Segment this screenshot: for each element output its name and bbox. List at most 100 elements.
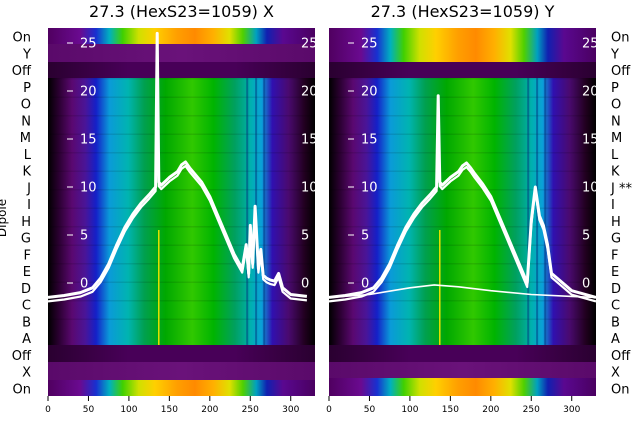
inner-y-tick-label-right: 5: [301, 229, 309, 244]
heatmap-row-divider: [48, 152, 315, 154]
inner-y-tick-label-right: 10: [582, 181, 599, 196]
row-label: Y: [22, 47, 31, 62]
heatmap-row-divider: [48, 263, 315, 265]
inner-y-tick-label-right: 0: [301, 277, 309, 292]
inner-y-tick-label: 25: [361, 37, 378, 52]
overlay-line: [329, 284, 596, 299]
x-tick-label: 200: [201, 405, 218, 415]
heatmap-row-divider: [329, 133, 596, 135]
row-label: Y: [610, 47, 619, 62]
heatmap-row-divider: [329, 244, 596, 246]
heatmap-row-divider: [48, 170, 315, 172]
row-label: H: [21, 215, 31, 230]
heatmap-band: [48, 345, 315, 362]
heatmap-row-divider: [329, 281, 596, 283]
inner-y-tick-label: 5: [361, 229, 369, 244]
heatmap-band: [329, 300, 596, 345]
inner-y-tick-label-right: 15: [301, 133, 318, 148]
row-label: J **: [610, 181, 632, 196]
x-tick-label: 0: [45, 405, 51, 415]
inner-y-tick-label: 10: [361, 181, 378, 196]
heatmap-band: [329, 362, 596, 378]
row-label: F: [611, 248, 618, 263]
inner-y-tick-label: 25: [80, 37, 97, 52]
x-tick-label: 100: [401, 405, 418, 415]
inner-y-tick-label-right: 0: [582, 277, 590, 292]
row-label: F: [24, 248, 31, 263]
heatmap-row-divider: [329, 189, 596, 191]
row-label: L: [611, 148, 619, 163]
row-label: E: [23, 265, 31, 280]
row-label: D: [611, 282, 621, 297]
row-label: K: [611, 165, 620, 180]
heatmap-row-divider: [329, 152, 596, 154]
heatmap-row-divider: [48, 115, 315, 117]
heatmap-row-divider: [48, 78, 315, 80]
heatmap-band: [48, 362, 315, 380]
x-tick-label: 300: [282, 405, 299, 415]
heatmap-row-divider: [329, 78, 596, 80]
heatmap-yellow-trace: [158, 230, 160, 345]
heatmap-streak: [527, 78, 530, 345]
row-label: I: [611, 198, 615, 213]
heatmap-yellow-trace: [439, 230, 441, 345]
row-label: C: [611, 299, 620, 314]
x-tick-label: 150: [442, 405, 459, 415]
heatmap-streak: [544, 78, 547, 345]
inner-y-tick-label: 15: [80, 133, 97, 148]
row-label: K: [22, 165, 31, 180]
inner-y-tick-label: 15: [361, 133, 378, 148]
row-label: E: [611, 265, 619, 280]
inner-y-tick-label-right: 20: [582, 85, 599, 100]
chart-title: 27.3 (HexS23=1059) X: [89, 2, 274, 21]
row-label: D: [21, 282, 31, 297]
inner-y-tick-label: 20: [80, 85, 97, 100]
row-label: O: [21, 98, 31, 113]
inner-y-tick-label-right: 20: [301, 85, 318, 100]
row-label: On: [611, 31, 629, 46]
heatmap-band: [48, 78, 315, 300]
heatmap-row-divider: [329, 207, 596, 209]
heatmap-row-divider: [48, 133, 315, 135]
heatmap-row-divider: [48, 300, 315, 302]
heatmap-band: [48, 380, 315, 396]
heatmap-band: [48, 44, 315, 62]
row-label: P: [611, 81, 619, 96]
row-label: B: [22, 315, 31, 330]
x-tick-label: 50: [83, 405, 95, 415]
heatmap-row-divider: [329, 318, 596, 320]
heatmap-band: [329, 28, 596, 62]
heatmap-row-divider: [329, 115, 596, 117]
heatmap-band: [329, 62, 596, 78]
heatmap-row-divider: [48, 318, 315, 320]
chart-title: 27.3 (HexS23=1059) Y: [371, 2, 555, 21]
inner-y-tick-label: 5: [80, 229, 88, 244]
row-label: On: [611, 382, 629, 397]
heatmap-body: [329, 28, 596, 396]
overlay-line-strand: [329, 98, 596, 303]
inner-y-tick-label-right: 25: [301, 37, 318, 52]
row-label: Off: [611, 64, 631, 79]
row-label: A: [22, 332, 31, 347]
x-tick-label: 200: [482, 405, 499, 415]
row-label: I: [27, 198, 31, 213]
heatmap-band: [329, 345, 596, 362]
inner-y-tick-label: 20: [361, 85, 378, 100]
row-label: Off: [12, 64, 32, 79]
heatmap-streak: [246, 78, 249, 345]
heatmap-row-divider: [48, 189, 315, 191]
heatmap-row-divider: [48, 281, 315, 283]
heatmap-row-divider: [48, 226, 315, 228]
row-label: C: [22, 299, 31, 314]
inner-y-tick-label-right: 15: [582, 133, 599, 148]
x-tick-label: 250: [242, 405, 259, 415]
y-axis-label: Dipole: [0, 199, 9, 237]
heatmap-row-divider: [48, 96, 315, 98]
row-label: A: [611, 332, 620, 347]
row-label: O: [611, 98, 621, 113]
row-label: J: [26, 181, 31, 196]
heatmap-streak: [263, 78, 266, 345]
row-label: B: [611, 315, 620, 330]
heatmap-row-divider: [329, 96, 596, 98]
row-label: X: [611, 366, 620, 381]
